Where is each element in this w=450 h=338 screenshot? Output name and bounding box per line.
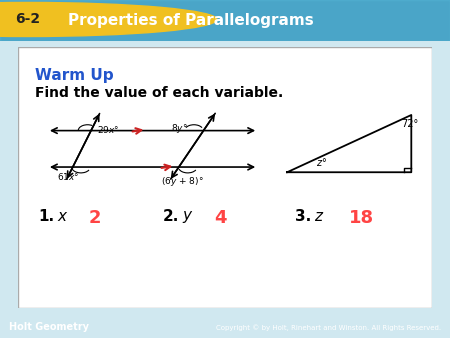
Text: Holt Geometry: Holt Geometry (9, 322, 89, 332)
Text: 72°: 72° (401, 119, 418, 129)
Text: 8$y$°: 8$y$° (171, 121, 188, 135)
Text: 6-2: 6-2 (15, 13, 40, 26)
Text: (6$y$ + 8)°: (6$y$ + 8)° (161, 175, 203, 188)
Circle shape (0, 2, 217, 37)
Text: Properties of Parallelograms: Properties of Parallelograms (68, 13, 313, 28)
Text: $z$: $z$ (314, 209, 324, 224)
Text: 2.: 2. (163, 209, 179, 224)
Text: Find the value of each variable.: Find the value of each variable. (35, 87, 283, 100)
Text: 1.: 1. (39, 209, 55, 224)
Text: 61$x$°: 61$x$° (57, 171, 80, 182)
Text: 4: 4 (215, 209, 227, 227)
Text: Copyright © by Holt, Rinehart and Winston. All Rights Reserved.: Copyright © by Holt, Rinehart and Winsto… (216, 324, 441, 331)
Text: 29$x$°: 29$x$° (97, 123, 119, 135)
Text: 3.: 3. (295, 209, 312, 224)
Text: $x$: $x$ (57, 209, 69, 224)
Text: $y$: $y$ (181, 209, 193, 225)
Text: 18: 18 (349, 209, 374, 227)
Text: $z$°: $z$° (316, 156, 327, 168)
Text: Warm Up: Warm Up (35, 68, 113, 83)
Text: 2: 2 (88, 209, 101, 227)
